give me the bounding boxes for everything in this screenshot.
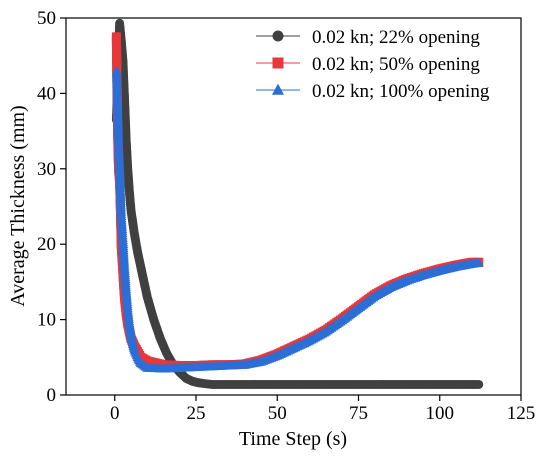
series-3	[111, 65, 484, 373]
legend-label: 0.02 kn; 50% opening	[312, 54, 480, 75]
legend-item-2: 0.02 kn; 50% opening	[256, 54, 480, 75]
y-tick-label: 50	[37, 8, 56, 29]
plot-area-frame	[65, 17, 522, 396]
legend-marker	[272, 30, 284, 42]
x-tick-label: 50	[268, 403, 287, 424]
x-tick-label: 0	[110, 403, 120, 424]
y-axis-title: Average Thickness (mm)	[7, 105, 29, 306]
series-1-point	[474, 379, 484, 389]
series-layer	[111, 18, 484, 389]
series-1-line	[115, 23, 479, 385]
axes-layer: 0 25 50 75 100 125 0 10 20 30 40 50	[37, 8, 535, 424]
x-axis-title: Time Step (s)	[239, 428, 347, 450]
y-tick-label: 30	[37, 159, 56, 180]
legend-item-1: 0.02 kn; 22% opening	[256, 27, 480, 48]
x-tick-label: 75	[349, 403, 368, 424]
y-tick-label: 40	[37, 83, 56, 104]
y-tick-label: 10	[37, 310, 56, 331]
series-3-line	[116, 70, 479, 370]
series-3-point	[473, 257, 484, 267]
legend-item-3: 0.02 kn; 100% opening	[256, 81, 490, 102]
x-tick-label: 25	[187, 403, 206, 424]
legend-label: 0.02 kn; 100% opening	[312, 81, 490, 102]
x-tick-label: 125	[507, 403, 536, 424]
x-tick-label: 100	[426, 403, 455, 424]
legend: 0.02 kn; 22% opening 0.02 kn; 50% opening…	[256, 27, 490, 102]
legend-marker	[271, 83, 285, 95]
legend-marker	[272, 57, 284, 69]
legend-label: 0.02 kn; 22% opening	[312, 27, 480, 48]
y-tick-label: 0	[47, 385, 57, 406]
y-tick-label: 20	[37, 234, 56, 255]
